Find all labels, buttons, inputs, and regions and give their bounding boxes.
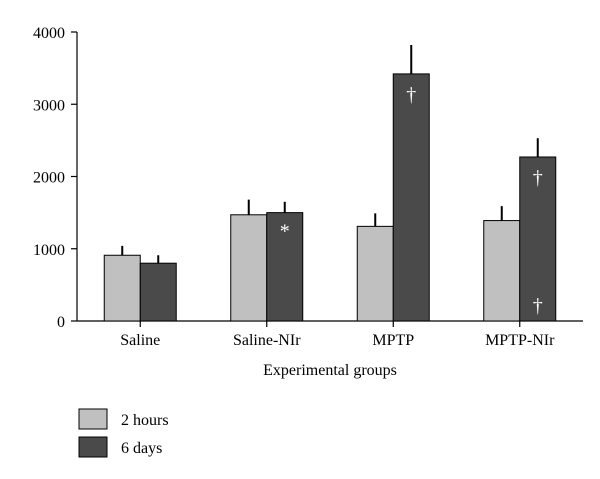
bar (230, 214, 268, 322)
y-tick-label: 0 (57, 314, 65, 331)
bar-annotation: * (280, 221, 290, 243)
legend-label: 2 hours (121, 412, 169, 429)
y-tick-label: 1000 (33, 242, 65, 259)
bar (483, 220, 521, 322)
legend-swatch (78, 408, 108, 430)
x-axis-label: Experimental groups (263, 362, 397, 379)
bars: * † † † (103, 45, 557, 322)
y-tick-label: 2000 (33, 170, 65, 187)
bar (519, 156, 557, 322)
x-tick-label: Saline (120, 332, 160, 349)
bar (356, 225, 394, 322)
bar (392, 73, 430, 322)
y-tick-label: 4000 (33, 25, 65, 42)
x-tick-label: Saline-NIr (233, 332, 301, 349)
legend: 2 hours 6 days (78, 408, 169, 458)
y-tick-label: 3000 (33, 97, 65, 114)
y-ticks: 0 1000 2000 3000 4000 (33, 25, 77, 331)
bar-annotation: † (533, 167, 543, 189)
x-tick-label: MPTP-NIr (485, 332, 555, 349)
bar (139, 262, 177, 322)
x-tick-label: MPTP (372, 332, 414, 349)
legend-label: 6 days (121, 440, 162, 457)
bar (103, 254, 141, 322)
bar-annotation: † (406, 84, 416, 106)
legend-swatch (78, 436, 108, 458)
bar-annotation: † (533, 295, 543, 317)
x-ticks: Saline Saline-NIr MPTP MPTP-NIr (120, 321, 555, 349)
